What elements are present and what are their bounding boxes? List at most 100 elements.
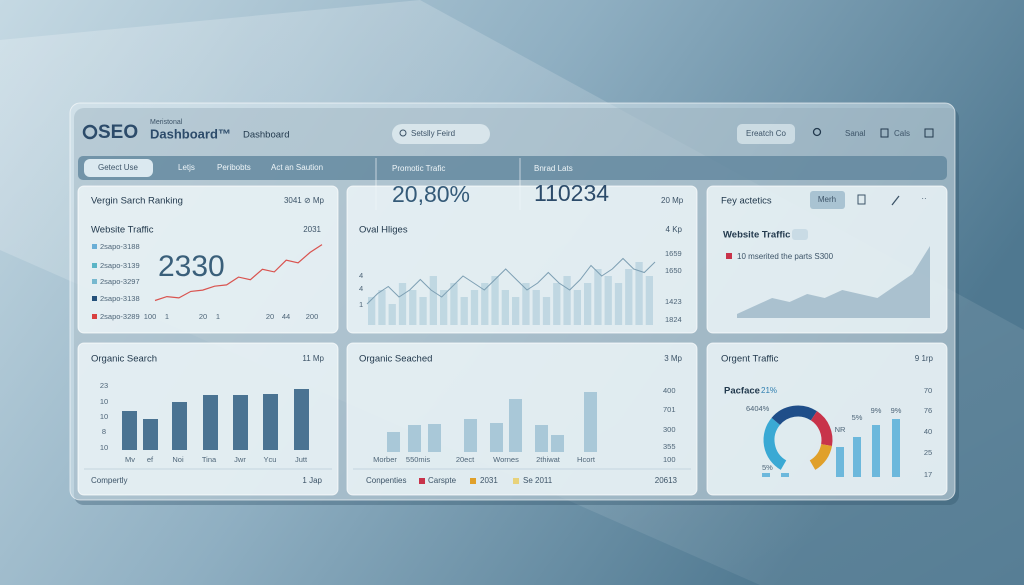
- card-footer: Conpenties: [366, 476, 406, 485]
- card-meta: 3041 ⊘ Mp: [284, 196, 325, 205]
- toggle-button[interactable]: [810, 191, 845, 209]
- axis-label: 2sapo-3138: [100, 294, 140, 303]
- axis-label: 9%: [871, 406, 882, 415]
- bar: [584, 392, 597, 452]
- axis-label: 20ect: [456, 455, 475, 464]
- legend-label: Se 2011: [523, 476, 553, 485]
- axis-label: 1659: [665, 249, 682, 258]
- card-meta: 9 1rp: [915, 354, 934, 363]
- tab[interactable]: Peribobts: [217, 163, 251, 172]
- axis-label: 4: [359, 271, 363, 280]
- bar: [532, 290, 540, 325]
- bar: [573, 290, 581, 325]
- axis-label: 550mis: [406, 455, 430, 464]
- axis-label: 1824: [665, 315, 682, 324]
- legend-swatch: [419, 478, 425, 484]
- axis-label: ef: [147, 455, 154, 464]
- bar: [614, 283, 623, 325]
- big-number: 2330: [158, 250, 225, 283]
- more-button[interactable]: ··: [921, 194, 926, 203]
- axis-label: 701: [663, 405, 676, 414]
- card-year: 2031: [303, 225, 321, 234]
- calls-label[interactable]: Cals: [894, 129, 910, 138]
- area: [737, 246, 930, 318]
- bar: [398, 283, 407, 325]
- calls-icon: [880, 128, 889, 138]
- bar: [645, 276, 653, 325]
- overlay-line: [366, 257, 656, 305]
- bar: [604, 276, 612, 325]
- tab[interactable]: Getect Use: [98, 163, 139, 172]
- search-button[interactable]: [812, 127, 822, 137]
- bar: [594, 269, 602, 325]
- axis-label: 76: [924, 406, 932, 415]
- bar: [872, 425, 880, 477]
- button[interactable]: [737, 124, 795, 144]
- card-title: Organic Seached: [359, 354, 432, 365]
- card-title: Orgent Traffic: [721, 354, 779, 365]
- bar: [522, 283, 530, 325]
- tab[interactable]: Act an Saution: [271, 163, 323, 172]
- card-title: Oval Hliges: [359, 225, 408, 236]
- axis-label: 20: [199, 312, 207, 321]
- card-title: Vergin Sarch Ranking: [91, 196, 183, 207]
- bar: [419, 297, 427, 325]
- axis-label: 17: [924, 470, 932, 479]
- bar: [294, 389, 309, 450]
- axis-label: NR: [835, 425, 846, 434]
- logo-icon: [82, 124, 98, 140]
- tab-active[interactable]: [84, 159, 153, 177]
- axis-label: Jwr: [234, 455, 246, 464]
- bar: [464, 419, 477, 452]
- donut-segment: [771, 405, 817, 426]
- bar: [440, 290, 448, 325]
- edit-button[interactable]: [891, 195, 900, 206]
- axis-label: Mv: [125, 455, 135, 464]
- axis-label: 2thiwat: [536, 455, 561, 464]
- bar: [491, 276, 499, 325]
- axis-label: 23: [100, 381, 108, 390]
- bar: [203, 395, 218, 450]
- legend-swatch: [726, 253, 732, 259]
- bar: [428, 424, 441, 452]
- menu-icon[interactable]: [924, 128, 934, 138]
- bar: [378, 290, 386, 325]
- brand: Dashboard™: [150, 126, 231, 141]
- axis-label: 25: [924, 448, 932, 457]
- icon-button[interactable]: [857, 194, 866, 205]
- bar: [429, 276, 437, 325]
- axis-label: 2sapo-3297: [100, 277, 140, 286]
- axis-label: Hcort: [577, 455, 596, 464]
- axis-label: 10: [100, 443, 108, 452]
- stat-value: 110234: [534, 180, 609, 206]
- axis-label: 300: [663, 425, 676, 434]
- axis-label: Wornes: [493, 455, 519, 464]
- bar: [470, 290, 479, 325]
- stat-value: 20,80%: [392, 181, 470, 207]
- donut-segment: [809, 443, 832, 470]
- tab[interactable]: Letjs: [178, 163, 195, 172]
- legend-swatch: [92, 296, 97, 301]
- badge: [792, 229, 808, 240]
- brand-top: Meristonal: [150, 119, 183, 126]
- bar: [388, 304, 396, 325]
- card-meta: 4 Kp: [666, 225, 683, 234]
- card-footer-meta: 1 Jap: [302, 476, 322, 485]
- bar: [853, 437, 861, 477]
- card-footer: Compertly: [91, 476, 127, 485]
- bar: [563, 276, 571, 325]
- legend-swatch: [513, 478, 519, 484]
- search-box[interactable]: [392, 124, 490, 144]
- legend-swatch: [92, 314, 97, 319]
- bar: [509, 399, 522, 452]
- metric-sub: 6404%: [746, 404, 770, 413]
- bar: [172, 402, 187, 450]
- search-label[interactable]: Sanal: [845, 129, 866, 138]
- bar: [143, 419, 158, 450]
- nav-link[interactable]: Dashboard: [243, 130, 289, 141]
- axis-label: Tina: [202, 455, 217, 464]
- bar: [490, 423, 503, 452]
- axis-label: 4: [359, 284, 363, 293]
- bar: [460, 297, 468, 325]
- logo: SEO: [98, 122, 138, 143]
